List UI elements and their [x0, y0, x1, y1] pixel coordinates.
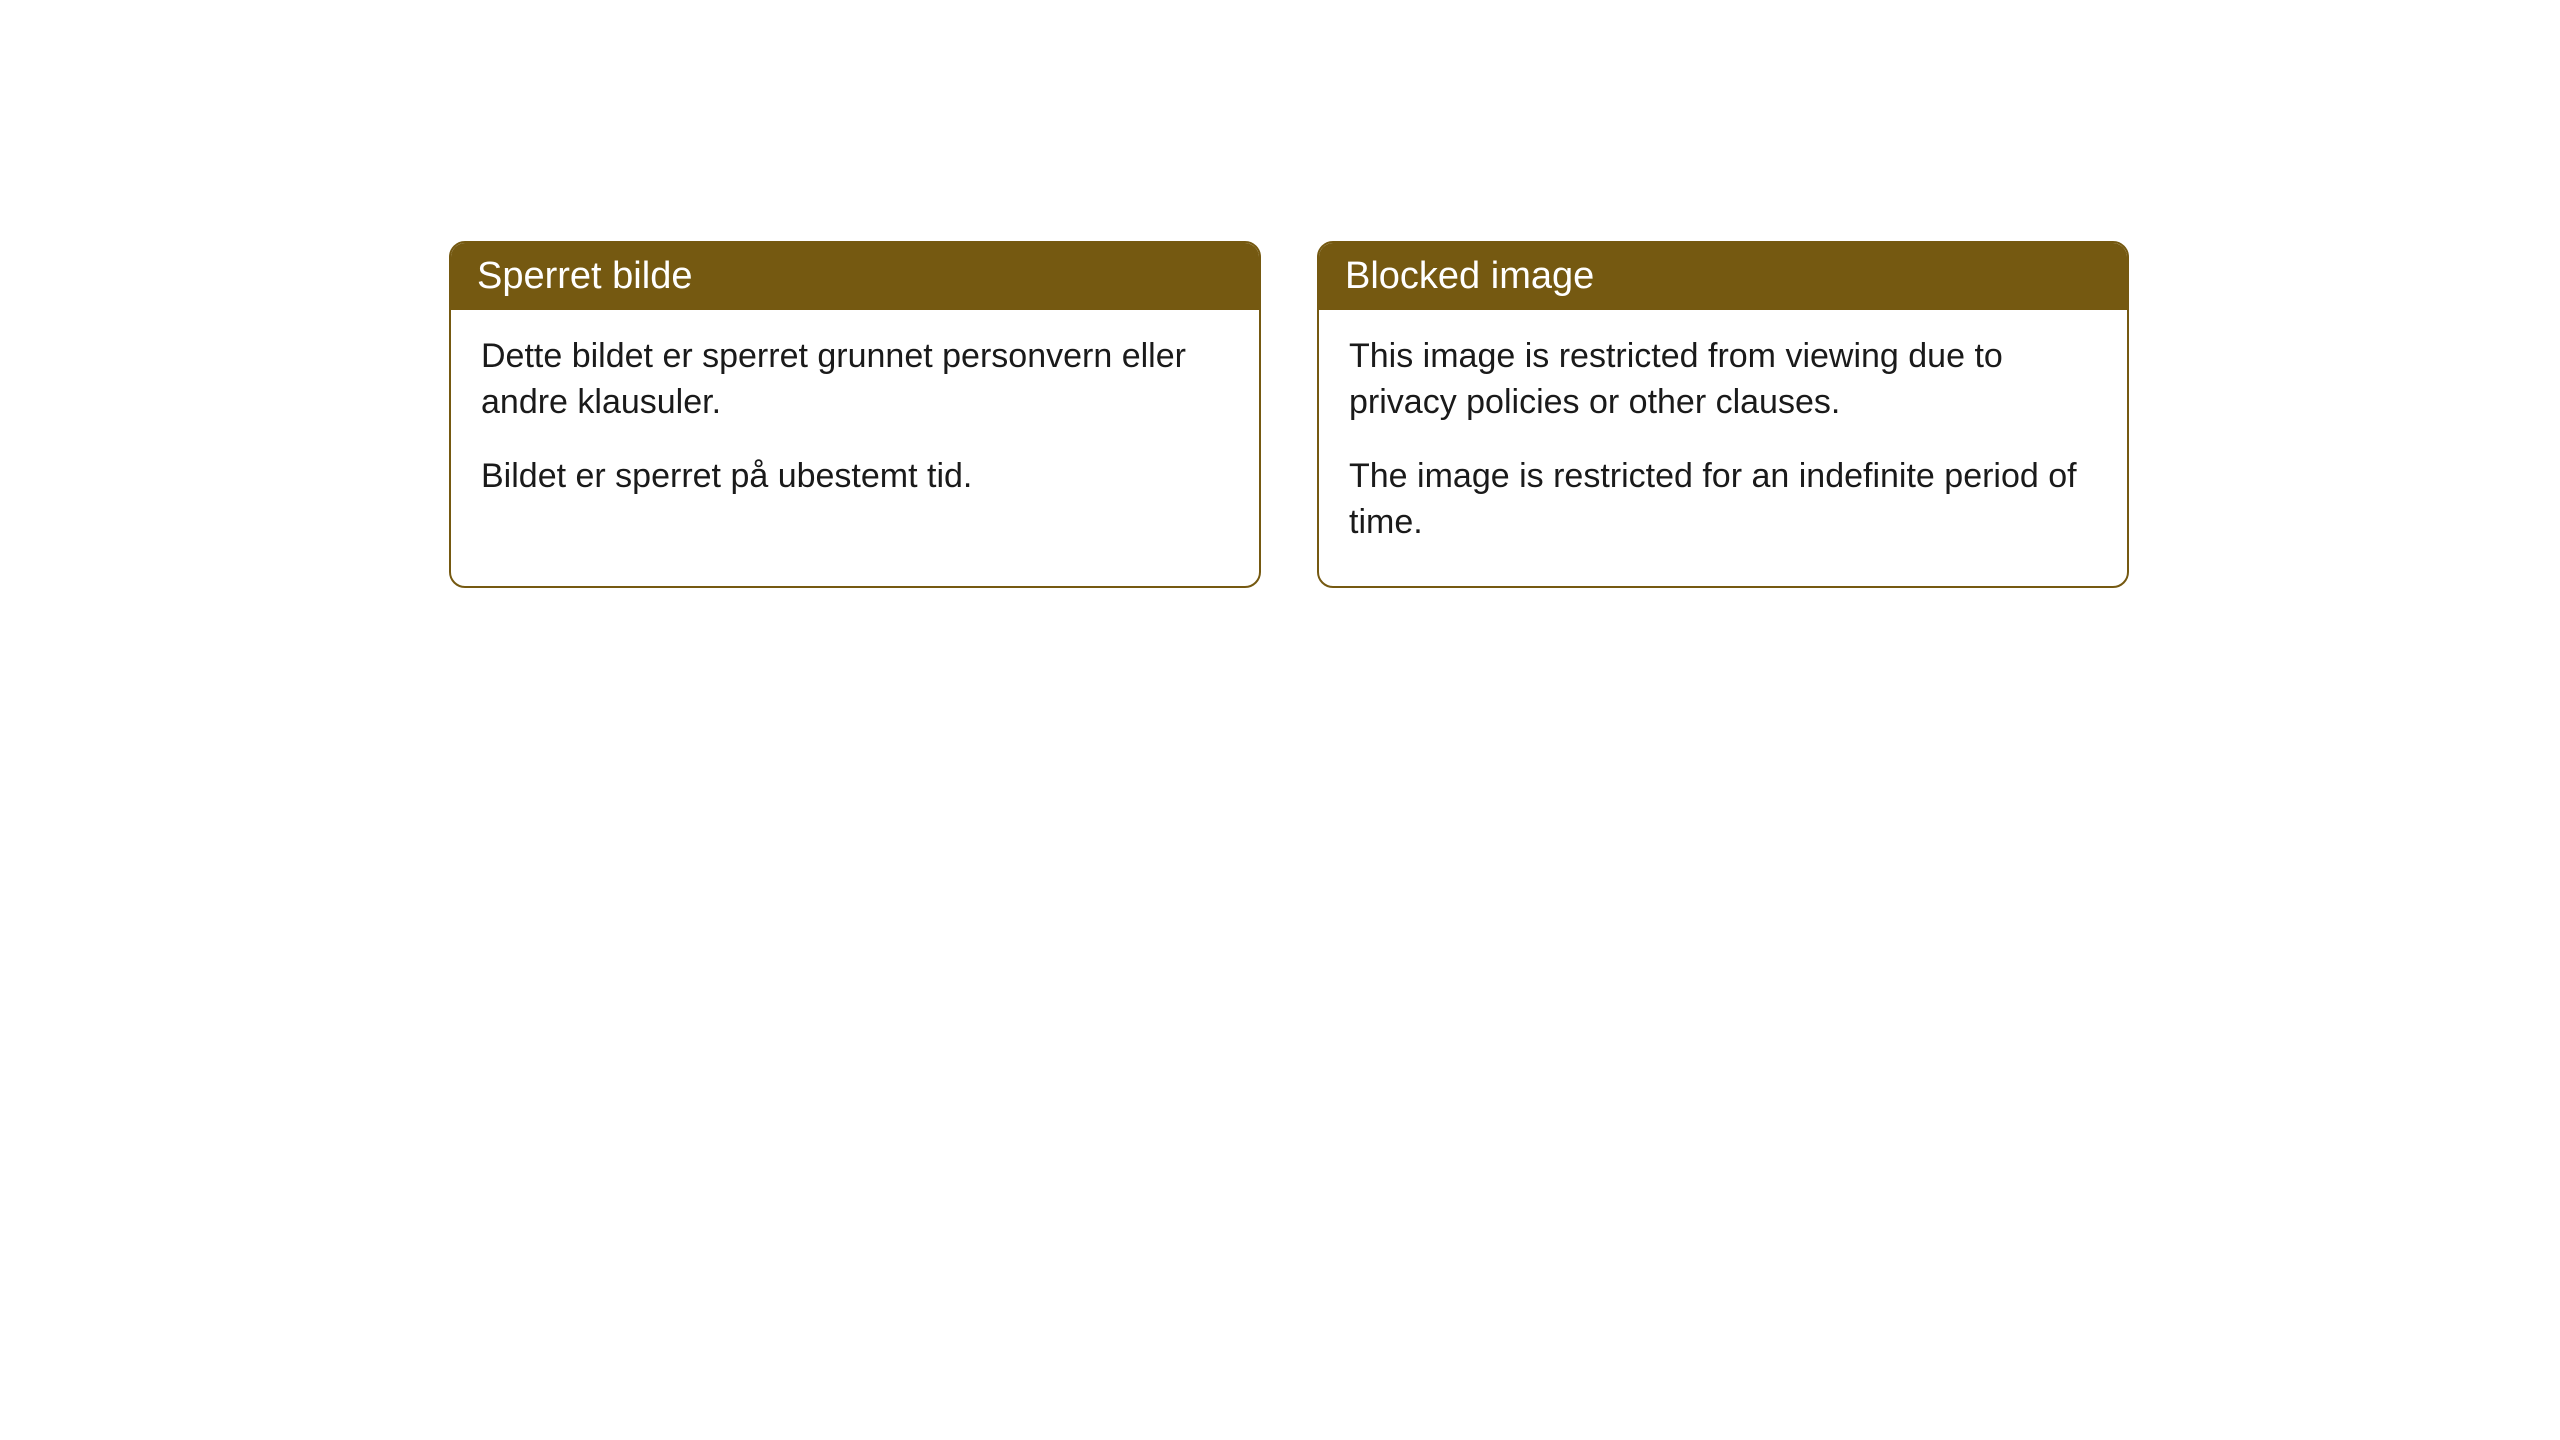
card-paragraph: The image is restricted for an indefinit…	[1349, 454, 2097, 546]
card-header: Sperret bilde	[451, 243, 1259, 310]
card-header: Blocked image	[1319, 243, 2127, 310]
card-body: Dette bildet er sperret grunnet personve…	[451, 310, 1259, 540]
blocked-image-card-no: Sperret bilde Dette bildet er sperret gr…	[449, 241, 1261, 588]
card-title: Blocked image	[1345, 255, 1594, 297]
card-paragraph: Dette bildet er sperret grunnet personve…	[481, 334, 1229, 426]
notice-cards-container: Sperret bilde Dette bildet er sperret gr…	[0, 0, 2560, 588]
card-body: This image is restricted from viewing du…	[1319, 310, 2127, 586]
card-paragraph: This image is restricted from viewing du…	[1349, 334, 2097, 426]
card-paragraph: Bildet er sperret på ubestemt tid.	[481, 454, 1229, 500]
card-title: Sperret bilde	[477, 255, 692, 297]
blocked-image-card-en: Blocked image This image is restricted f…	[1317, 241, 2129, 588]
